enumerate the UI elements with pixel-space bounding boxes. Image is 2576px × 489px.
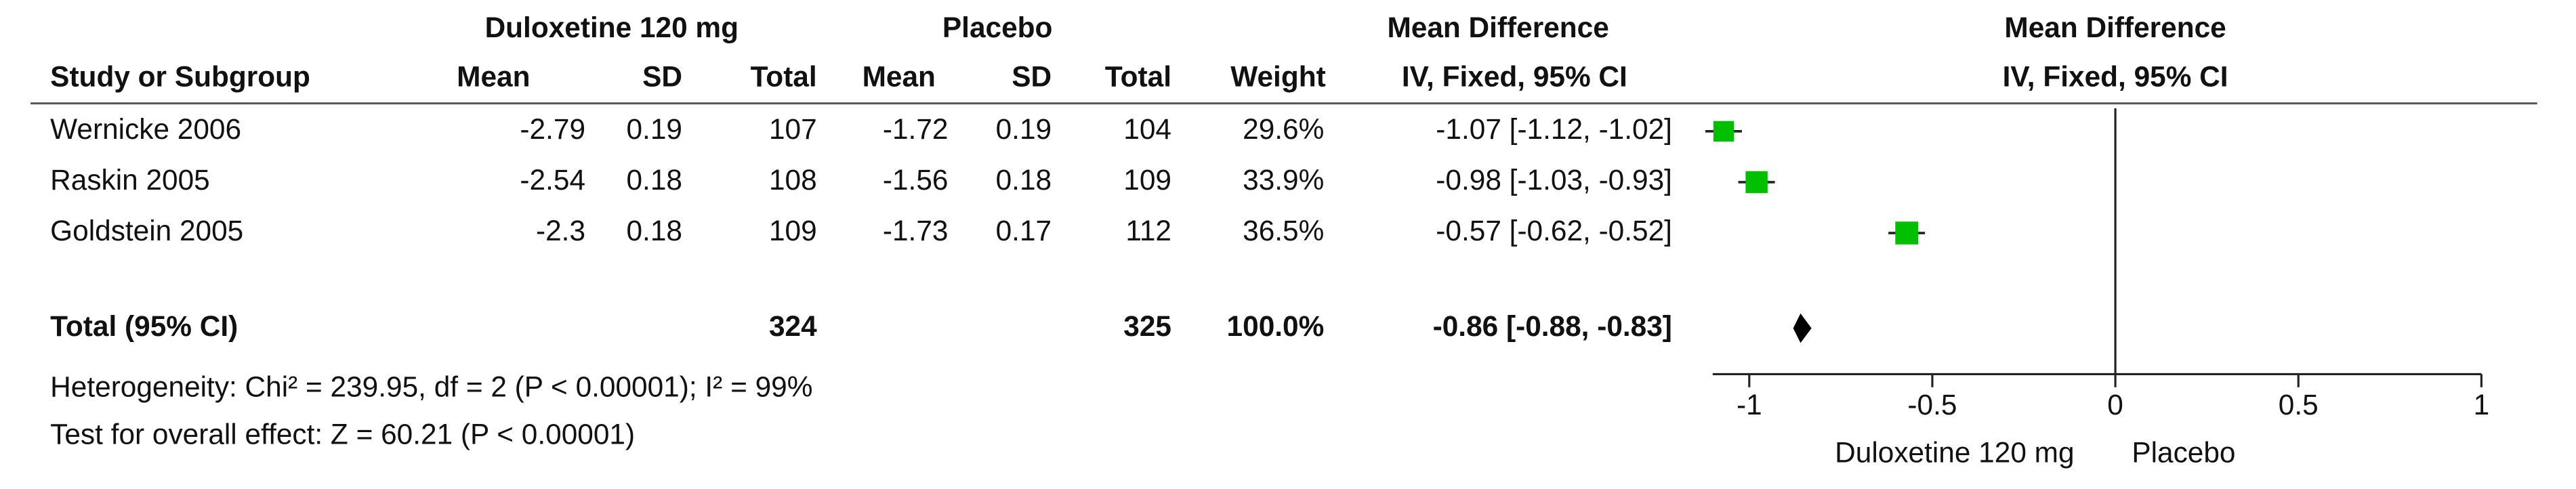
cell-ci-label: -0.98 [-1.03, -0.93] [1436,164,1672,196]
cell-exp-mean: -2.54 [520,164,585,196]
cell-ctl-total: 112 [1125,215,1171,247]
x-tick-label: 0 [2107,389,2123,421]
overall-effect: Test for overall effect: Z = 60.21 (P < … [50,419,635,450]
group-header: Mean Difference [1387,12,1608,43]
total-weight-label: 100.0% [1227,310,1325,342]
total-exp-total: 324 [769,310,817,342]
column-header: IV, Fixed, 95% CI [2003,60,2228,92]
cell-exp-sd: 0.18 [626,215,682,247]
cell-exp-sd: 0.18 [626,164,682,196]
cell-ci-label: -0.57 [-0.62, -0.52] [1436,215,1672,247]
cell-weight-label: 33.9% [1243,164,1324,196]
x-tick-label: -1 [1737,389,1762,421]
cell-exp-mean: -2.79 [520,113,585,145]
column-header: SD [1012,60,1052,92]
x-tick-label: 1 [2474,389,2490,421]
cell-exp-total: 107 [769,113,817,145]
favours-left: Duloxetine 120 mg [1835,436,2074,468]
column-header: Weight [1230,60,1325,92]
favours-right: Placebo [2132,436,2235,468]
cell-weight-label: 29.6% [1243,113,1324,145]
x-tick-label: 0.5 [2279,389,2319,421]
column-header: Total [1105,60,1171,92]
x-tick-label: -0.5 [1907,389,1957,421]
total-ci-label: -0.86 [-0.88, -0.83] [1433,310,1672,342]
column-header: Total [751,60,817,92]
total-diamond [1793,313,1812,343]
study-square [1745,171,1768,194]
cell-exp-mean: -2.3 [536,215,585,247]
cell-ci-label: -1.07 [-1.12, -1.02] [1436,113,1672,145]
study-square [1895,221,1918,244]
cell-ctl-sd: 0.18 [996,164,1052,196]
cell-ctl-total: 104 [1123,113,1171,145]
cell-name: Goldstein 2005 [50,215,243,247]
column-header: Mean [457,60,530,92]
cell-exp-total: 109 [769,215,817,247]
cell-ctl-mean: -1.73 [883,215,949,247]
cell-exp-sd: 0.19 [626,113,682,145]
cell-ctl-mean: -1.72 [883,113,949,145]
study-square [1713,121,1734,142]
group-header: Placebo [942,12,1053,43]
group-header: Duloxetine 120 mg [485,12,739,43]
cell-ctl-mean: -1.56 [883,164,949,196]
group-header: Mean Difference [2004,12,2226,43]
total-name: Total (95% CI) [50,310,238,342]
cell-exp-total: 108 [769,164,817,196]
cell-ctl-sd: 0.19 [996,113,1052,145]
column-header: Mean [863,60,936,92]
cell-name: Raskin 2005 [50,164,210,196]
heterogeneity: Heterogeneity: Chi² = 239.95, df = 2 (P … [50,370,812,402]
cell-weight-label: 36.5% [1243,215,1324,247]
cell-ctl-sd: 0.17 [996,215,1052,247]
column-header: Study or Subgroup [50,60,310,92]
cell-ctl-total: 109 [1123,164,1171,196]
column-header: SD [642,60,682,92]
cell-name: Wernicke 2006 [50,113,241,145]
column-header: IV, Fixed, 95% CI [1402,60,1627,92]
total-ctl-total: 325 [1123,310,1171,342]
